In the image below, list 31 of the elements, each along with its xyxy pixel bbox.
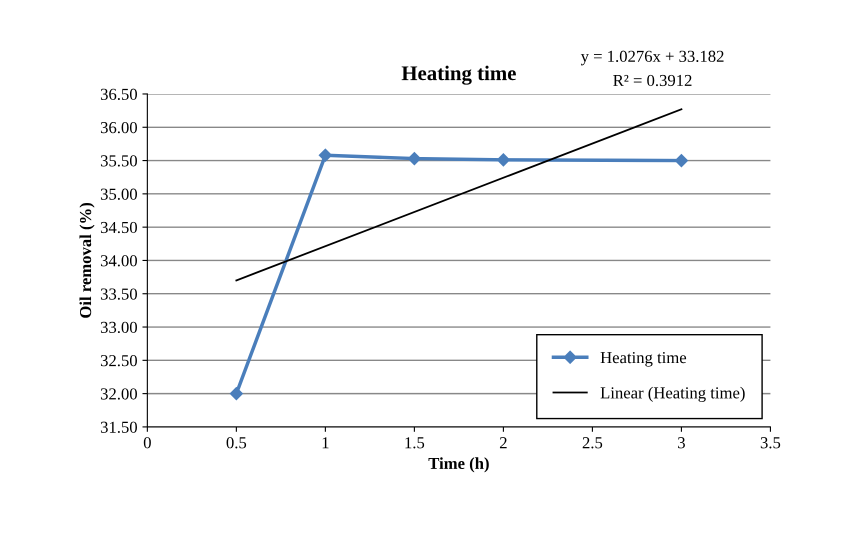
x-axis-title: Time (h) (428, 457, 489, 472)
x-tick-label: 1.5 (405, 437, 424, 448)
point (408, 152, 421, 166)
chart-title: Heating time (402, 66, 516, 85)
y-tick-label: 36.50 (100, 88, 137, 100)
y-tick-label: 32.00 (100, 388, 137, 400)
x-tick-label: 2.5 (582, 437, 602, 448)
y-tick-label: 31.50 (100, 422, 137, 433)
y-tick-label: 32.50 (100, 355, 137, 366)
y-tick-label: 33.50 (100, 288, 137, 300)
legend-label: Heating time (600, 352, 686, 367)
x-tick-label: 2 (500, 437, 507, 448)
y-tick-label: 33.00 (100, 322, 137, 334)
text: y = 1.0276x + 33.182 (580, 50, 724, 66)
y-tick-label: 35.50 (100, 155, 137, 167)
y-tick-label: 34.50 (100, 222, 137, 234)
point (318, 148, 332, 162)
y-tick-label: 34.00 (100, 255, 137, 266)
y-tick-label: 35.00 (100, 188, 137, 200)
point (230, 387, 243, 400)
legend-label: Linear (Heating time) (600, 386, 745, 402)
text: R² = 0.3912 (613, 74, 692, 86)
x-tick-label: 1 (322, 437, 329, 448)
x-tick-label: 3.5 (760, 437, 780, 448)
point (674, 154, 688, 168)
y-axis-title: Oil removal (%) (79, 203, 95, 318)
x-tick-label: 3 (678, 437, 685, 448)
x-tick-label: 0 (144, 437, 151, 448)
x-tick-label: 0.5 (226, 437, 246, 448)
point (496, 153, 510, 166)
y-tick-label: 36.00 (100, 122, 137, 134)
